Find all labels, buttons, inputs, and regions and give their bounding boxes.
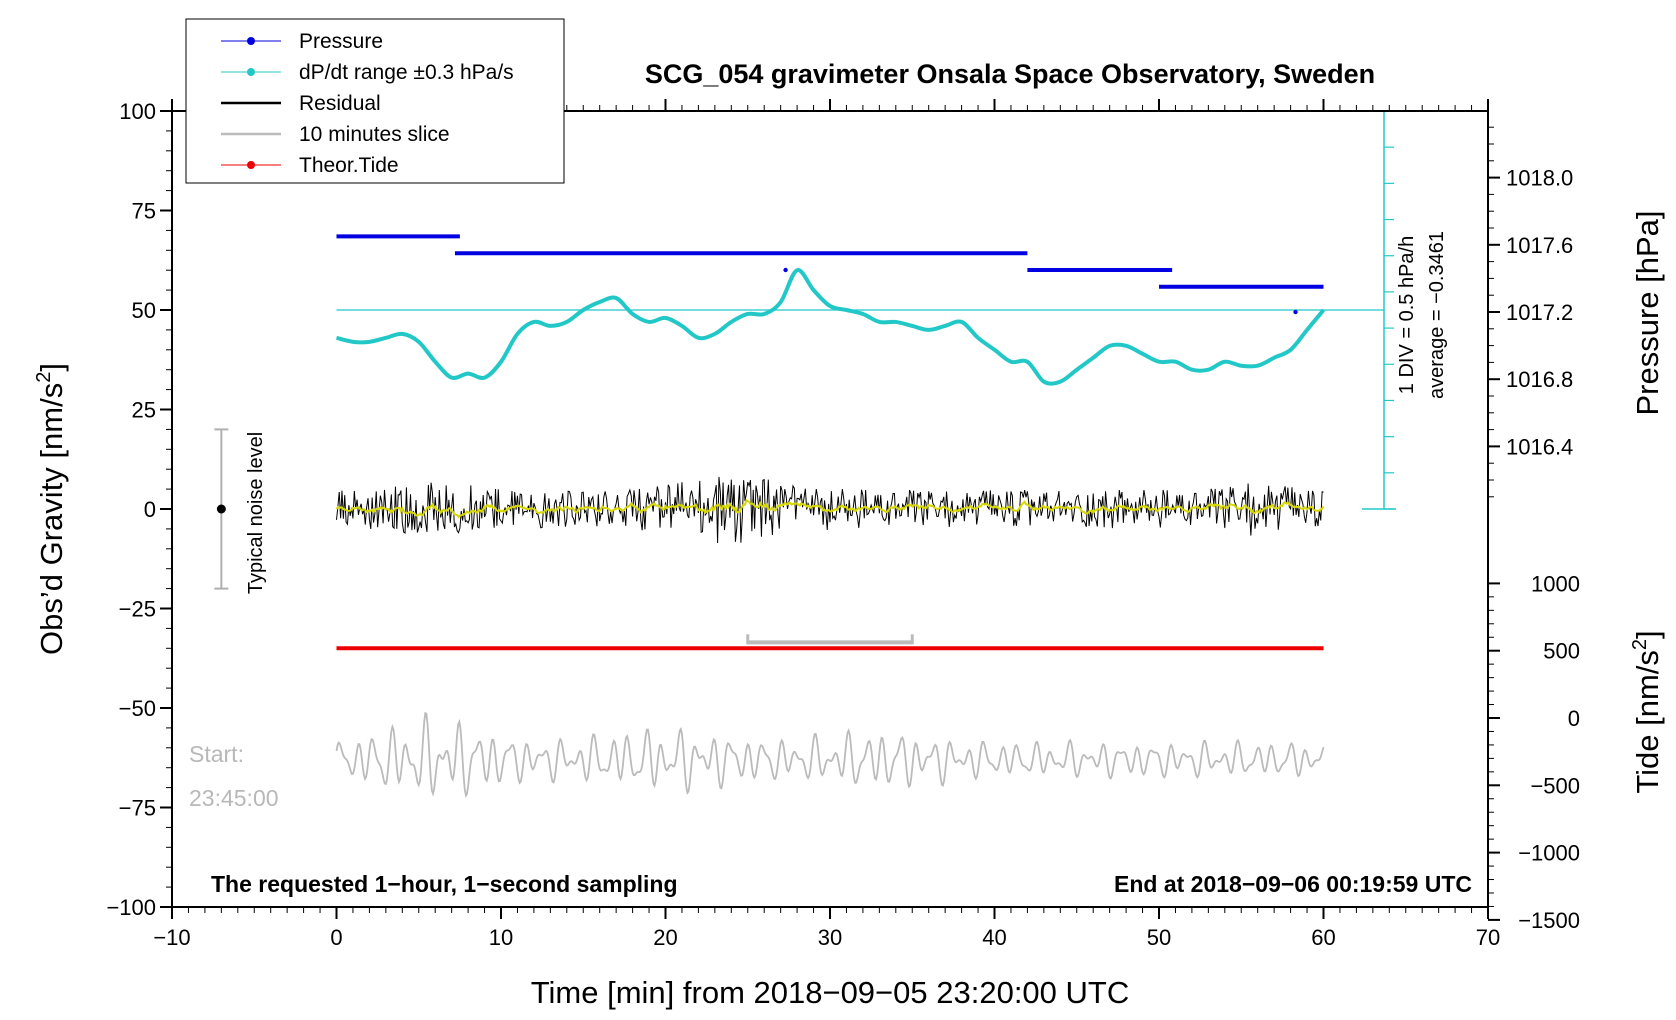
y-axis-title-tide-close: ] [1630,630,1665,639]
legend-marker [247,37,255,45]
x-tick-label: −10 [153,925,190,950]
tide-tick-label: −1500 [1518,908,1580,933]
residual-trace [336,476,1324,544]
pressure-tick-label: 1016.4 [1506,434,1573,459]
y-axis-title-tide-sup: 2 [1629,639,1651,650]
y-axis-title-left-sup: 2 [33,372,55,383]
pressure-series [336,234,1324,315]
x-tick-label: 50 [1147,925,1171,950]
dpdt-scale-note: 1 DIV = 0.5 hPa/h [1396,236,1418,394]
y-tick-label: −25 [119,597,156,622]
start-time: 23:45:00 [189,785,279,811]
x-tick-label: 10 [489,925,513,950]
y-tick-label: −50 [119,696,156,721]
y-axis-title-left-main: Obs’d Gravity [nm/s [34,383,69,655]
bottom-left-note: The requested 1−hour, 1−second sampling [211,871,678,897]
legend: Pressure dP/dt range ±0.3 hPa/s Residual 10… [185,18,565,184]
y-axis-title-tide-main: Tide [nm/s [1630,650,1665,794]
y-axis-title-left: Obs’d Gravity [nm/s2] [33,363,69,655]
residual-smoothed [335,498,1325,519]
pressure-tick-label: 1017.2 [1506,300,1573,325]
pressure-point [1293,309,1298,315]
tide-tick-label: −1000 [1518,841,1580,866]
axes-ticks: −10 0 10 20 30 40 50 60 70−100−75−50−25025507510… [106,99,1580,950]
legend-label: Pressure [299,30,383,53]
x-axis-title: Time [min] from 2018−09−05 23:20:00 UTC [531,975,1130,1010]
legend-marker [247,161,255,169]
legend-box [185,18,565,184]
x-tick-label: 0 [330,925,342,950]
legend-label: dP/dt range ±0.3 hPa/s [299,61,514,84]
x-tick-label: 30 [818,925,842,950]
y-axis-title-left-close: ] [34,363,69,372]
y-tick-label: 100 [119,99,156,124]
residual-series [335,476,1325,544]
legend-items: Pressure dP/dt range ±0.3 hPa/s Residual 10… [221,30,514,177]
chart-title: SCG_054 gravimeter Onsala Space Observat… [645,59,1375,89]
y-tick-label: −75 [119,796,156,821]
x-tick-label: 20 [653,925,677,950]
y-tick-label: 0 [144,497,156,522]
x-tick-label: 40 [982,925,1006,950]
y-tick-label: 25 [132,398,156,423]
dpdt-curve [335,268,1326,386]
pressure-tick-label: 1016.8 [1506,367,1573,392]
x-tick-label: 70 [1476,925,1500,950]
slice-trace [335,711,1325,798]
noise-level-indicator [214,428,229,590]
slice-series [335,634,1325,798]
legend-label: Residual [299,92,381,115]
y-tick-label: 75 [132,199,156,224]
tide-tick-label: 0 [1568,706,1580,731]
y-tick-label: 50 [132,298,156,323]
tide-tick-label: 1000 [1531,571,1580,596]
pressure-tick-label: 1018.0 [1506,166,1573,191]
y-tick-label: −100 [106,895,156,920]
dpdt-average-note: average = −0.3461 [1426,231,1448,399]
bottom-right-note: End at 2018−09−06 00:19:59 UTC [1114,871,1472,897]
tide-tick-label: 500 [1543,639,1580,664]
y-axis-title-tide: Tide [nm/s2] [1629,630,1665,793]
dpdt-series [335,268,1326,386]
pressure-point [783,267,788,273]
x-tick-label: 60 [1311,925,1335,950]
start-label: Start: [189,741,244,767]
pressure-tick-label: 1017.6 [1506,233,1573,258]
noise-level-label: Typical noise level [245,432,267,594]
noise-bar-center [216,504,226,514]
tide-tick-label: −500 [1530,773,1580,798]
legend-label: Theor.Tide [299,154,399,177]
y-axis-title-pressure: Pressure [hPa] [1630,210,1665,415]
legend-marker [247,68,255,76]
legend-label: 10 minutes slice [299,123,450,146]
